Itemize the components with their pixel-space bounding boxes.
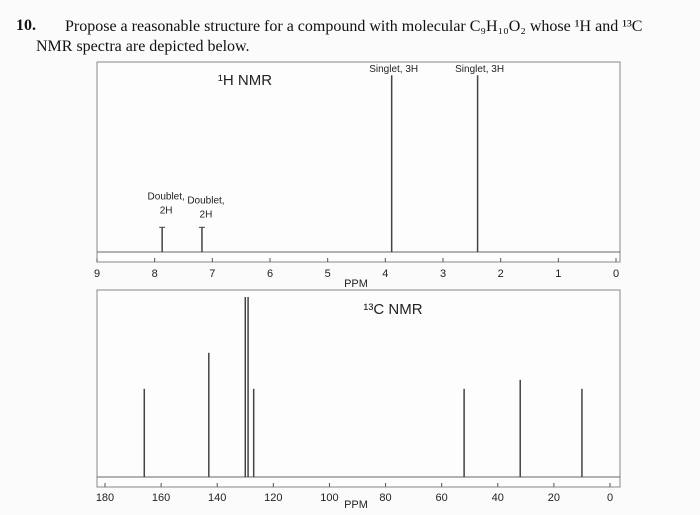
x-axis-label: PPM: [344, 499, 368, 511]
spectrum-title: ¹³C NMR: [363, 301, 422, 318]
peak-label: Singlet, 3H: [369, 64, 418, 75]
x-tick-label: 2: [498, 268, 504, 280]
peak-label: Doublet,: [187, 195, 224, 206]
spectrum-title: ¹H NMR: [218, 72, 272, 89]
x-tick-label: 0: [613, 268, 619, 280]
x-tick-label: 3: [440, 268, 446, 280]
x-tick-label: 5: [325, 268, 331, 280]
peak-label: Singlet, 3H: [455, 64, 504, 75]
x-tick-label: 180: [96, 492, 114, 504]
x-tick-label: 9: [94, 268, 100, 280]
x-tick-label: 7: [209, 268, 215, 280]
x-tick-label: 6: [267, 268, 273, 280]
x-tick-label: 0: [607, 492, 613, 504]
x-tick-label: 160: [152, 492, 170, 504]
x-tick-label: 40: [492, 492, 504, 504]
question-text: Propose a reasonable structure for a com…: [36, 18, 643, 55]
spectrum-frame: [96, 289, 621, 488]
x-tick-label: 120: [264, 492, 282, 504]
x-tick-label: 100: [320, 492, 338, 504]
peak-label: 2H: [200, 209, 213, 220]
x-tick-label: 20: [548, 492, 560, 504]
spectrum-frame: [96, 61, 621, 263]
question-number: 10.: [16, 17, 36, 34]
x-tick-label: 80: [379, 492, 391, 504]
x-tick-label: 1: [555, 268, 561, 280]
x-axis-label: PPM: [344, 278, 368, 290]
x-tick-label: 60: [436, 492, 448, 504]
x-tick-label: 140: [208, 492, 226, 504]
peak-label: Doublet,: [148, 191, 185, 202]
peak-label: 2H: [160, 205, 173, 216]
x-tick-label: 4: [382, 268, 388, 280]
x-tick-label: 8: [152, 268, 158, 280]
